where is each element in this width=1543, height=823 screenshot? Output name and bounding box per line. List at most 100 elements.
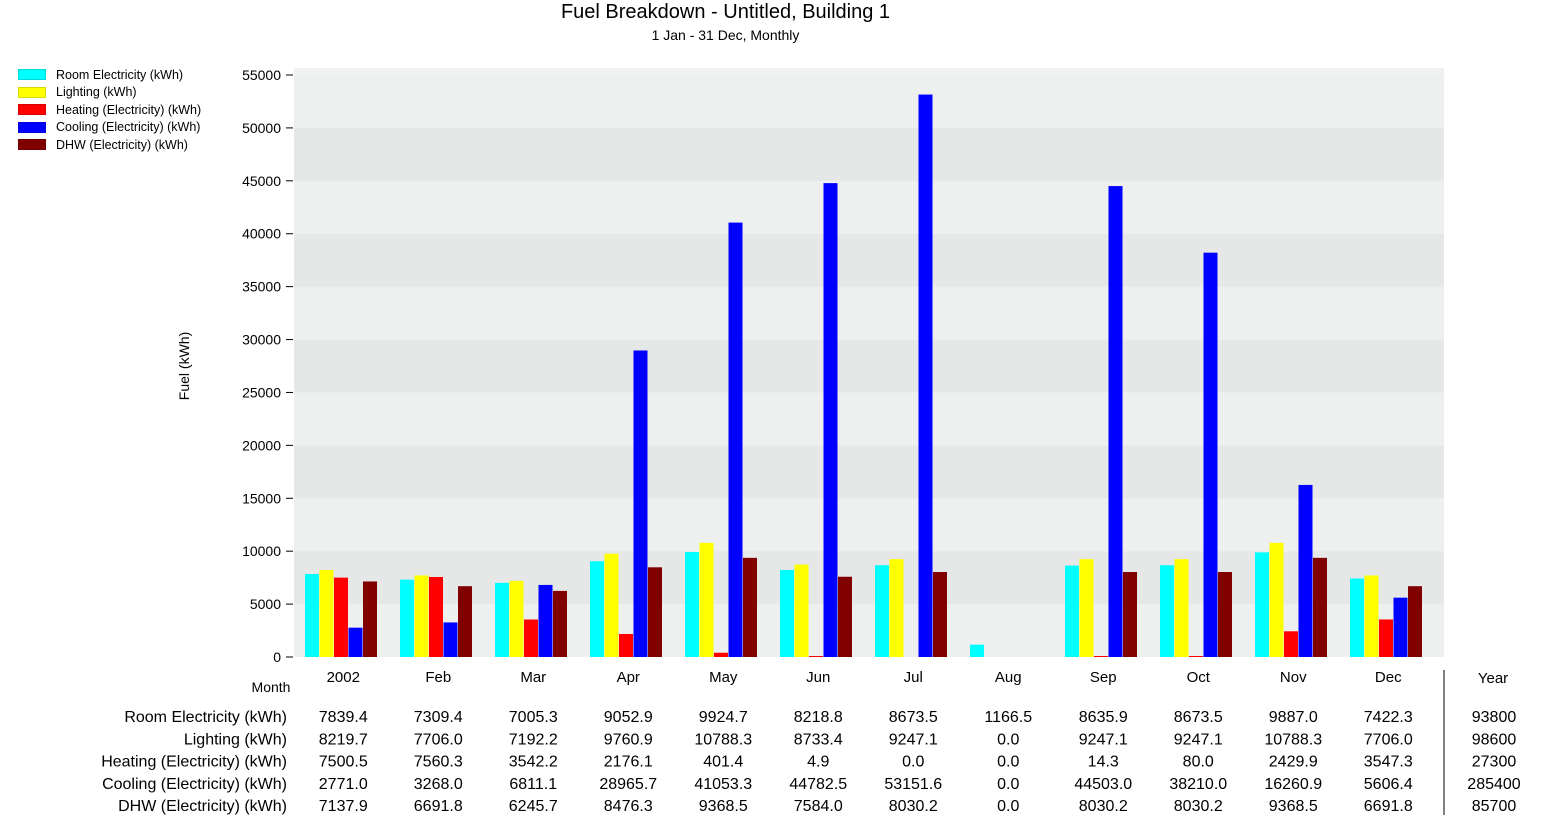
bar-lighting-jul [889,559,904,657]
bar-room-electricity-aug [970,644,984,657]
table-cell: 80.0 [1183,754,1214,771]
legend-swatch [18,69,46,81]
table-cell: 6245.7 [509,798,558,815]
table-cell: 8219.7 [319,731,368,748]
table-cell: 16260.9 [1264,776,1322,793]
table-cell: 9760.9 [604,731,653,748]
y-tick-label: 55000 [242,67,281,83]
bar-dhw-nov [1313,557,1327,657]
bar-room-electricity-jun [780,570,794,657]
x-tick-label: Aug [995,669,1022,686]
table-cell: 7309.4 [414,709,463,726]
table-cell: 7839.4 [319,709,368,726]
x-tick-label: Feb [425,669,451,686]
y-tick-label: 10000 [242,543,281,559]
legend-swatch [18,139,46,151]
bar-room-electricity-oct [1160,565,1174,657]
table-year-cell: 27300 [1472,754,1517,771]
x-axis: 2002 Feb Mar Apr May Jun Jul Aug Sep Oct Nov Dec [327,669,1403,686]
bar-cooling-nov [1298,484,1313,657]
bar-cooling-sep [1108,186,1123,658]
grid-band [294,75,1444,128]
grid-band [294,551,1444,605]
table-cell: 3268.0 [414,776,463,793]
table-cell: 28965.7 [599,776,657,793]
table-year-cell: 98600 [1472,731,1517,748]
bar-room-electricity-2002 [305,574,319,657]
x-tick-label: Oct [1187,669,1211,686]
table-cell: 0.0 [997,754,1019,771]
bar-lighting-apr [604,553,619,657]
y-tick-label: 45000 [242,173,281,189]
legend-label: Room Electricity (kWh) [56,67,184,82]
y-axis-label: Fuel (kWh) [176,332,192,400]
bar-series [305,94,1422,658]
table-cell: 41053.3 [694,776,752,793]
legend-label: DHW (Electricity) (kWh) [56,137,188,152]
table-cell: 38210.0 [1169,776,1227,793]
bar-room-electricity-sep [1065,565,1079,657]
y-tick-label: 5000 [250,596,281,612]
bar-dhw-2002 [363,581,377,657]
bar-heating-nov [1284,631,1298,657]
table-cell: 7422.3 [1364,709,1413,726]
table-cell: 10788.3 [694,731,752,748]
table-cell: 9368.5 [699,798,748,815]
table-cell: 7706.0 [414,731,463,748]
grid-band [294,233,1444,287]
table-cell: 7706.0 [1364,731,1413,748]
table-cell: 9368.5 [1269,798,1318,815]
bar-heating-dec [1379,619,1393,657]
table-row-label: Lighting (kWh) [184,731,287,748]
table-cell: 7560.3 [414,754,463,771]
y-tick-label: 25000 [242,384,281,400]
x-tick-label: 2002 [327,669,360,686]
table-cell: 0.0 [997,776,1019,793]
bar-cooling-dec [1393,597,1408,657]
y-tick-label: 50000 [242,120,281,136]
table-cell: 0.0 [997,731,1019,748]
table-cell: 9247.1 [889,731,938,748]
legend-item-room-electricity: Room Electricity (kWh) [18,66,201,84]
legend-item-dhw: DHW (Electricity) (kWh) [18,136,201,154]
bar-heating-sep [1094,656,1108,657]
grid-band [294,445,1444,499]
year-column-header: Year [1478,670,1508,687]
x-axis-label: Month [252,679,291,695]
table-cell: 53151.6 [884,776,942,793]
grid-band [294,604,1444,657]
bar-cooling-jun [823,183,838,657]
bar-heating-may [714,652,728,657]
bar-dhw-feb [458,586,472,657]
x-tick-label: Nov [1280,669,1307,686]
table-cell: 401.4 [703,754,743,771]
bar-heating-oct [1189,656,1203,657]
table-cell: 2176.1 [604,754,653,771]
table-year-cell: 285400 [1467,776,1520,793]
table-cell: 9887.0 [1269,709,1318,726]
bar-dhw-may [743,557,757,657]
chart-subtitle: 1 Jan - 31 Dec, Monthly [651,27,800,43]
table-cell: 8476.3 [604,798,653,815]
chart-title: Fuel Breakdown - Untitled, Building 1 [560,1,891,23]
bar-heating-mar [524,619,538,657]
table-cell: 7584.0 [794,798,843,815]
x-tick-label: Jun [806,669,830,686]
bar-lighting-oct [1174,559,1189,657]
table-cell: 8030.2 [889,798,938,815]
bar-dhw-jun [838,576,852,657]
table-cell: 8635.9 [1079,709,1128,726]
bar-room-electricity-apr [590,561,604,657]
bar-cooling-apr [633,350,648,657]
table-cell: 8673.5 [889,709,938,726]
table-cell: 8673.5 [1174,709,1223,726]
bar-room-electricity-nov [1255,552,1269,657]
table-cell: 0.0 [997,798,1019,815]
legend-item-heating: Heating (Electricity) (kWh) [18,101,201,119]
y-axis: 0 5000 10000 15000 20000 25000 30000 35000 40000… [242,67,293,665]
table-cell: 14.3 [1088,754,1119,771]
bar-dhw-dec [1408,586,1422,657]
table-cell: 6691.8 [1364,798,1413,815]
table-cell: 9052.9 [604,709,653,726]
